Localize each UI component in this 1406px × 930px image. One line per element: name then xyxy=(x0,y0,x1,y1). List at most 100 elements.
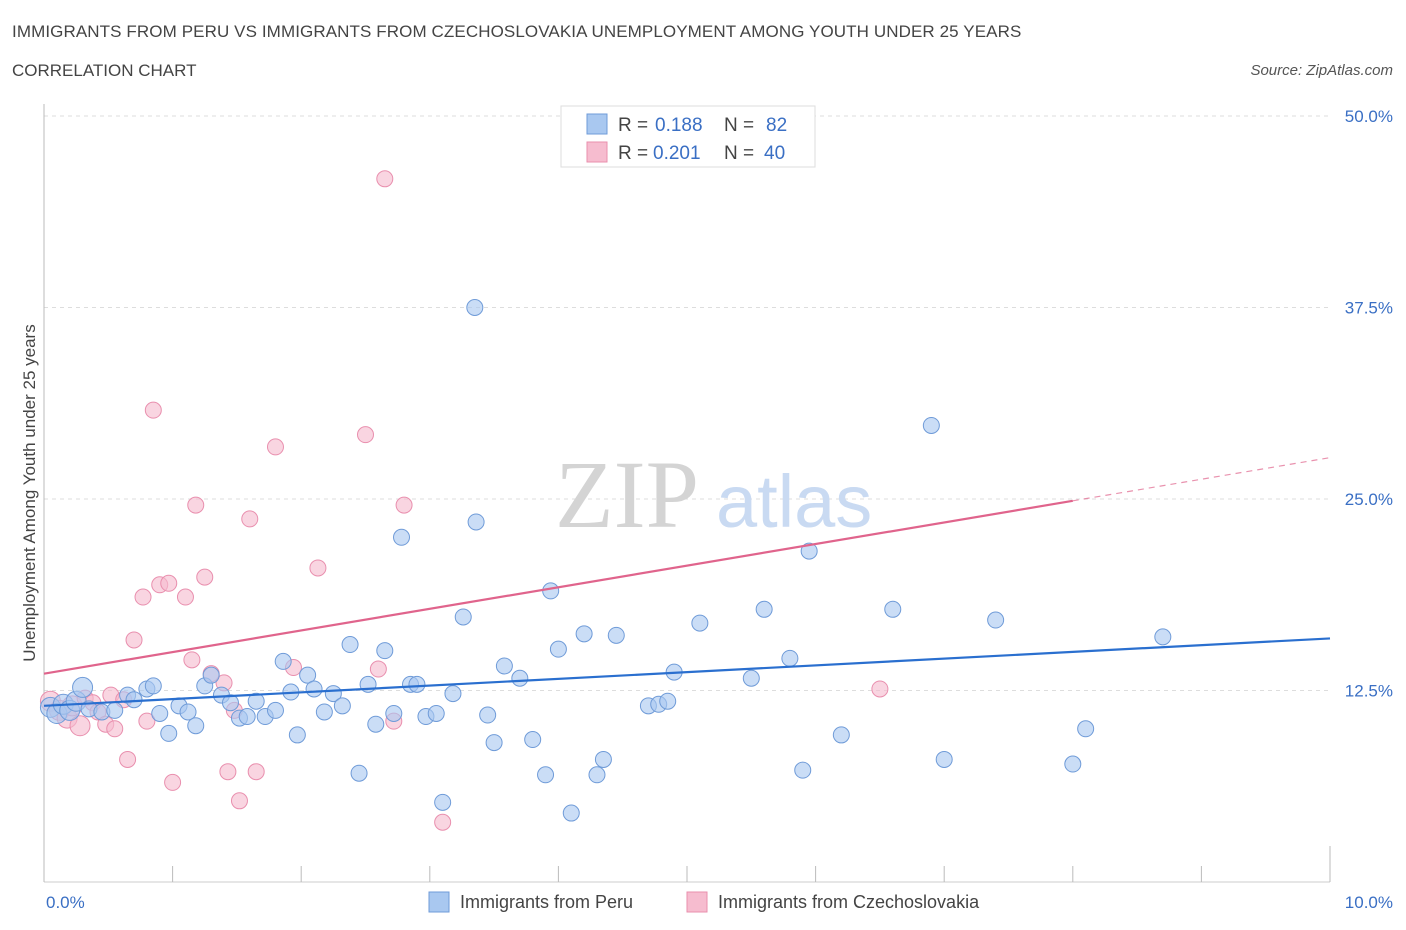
bottom-legend: Immigrants from Peru Immigrants from Cze… xyxy=(428,891,980,913)
series-peru-points xyxy=(39,299,1172,822)
peru-point-81 xyxy=(1154,628,1172,646)
peru-point-74 xyxy=(832,726,850,744)
bottom-legend-swatch-peru xyxy=(428,891,450,913)
peru-point-52 xyxy=(485,734,503,752)
watermark-zip: ZIP xyxy=(555,441,699,548)
peru-point-62 xyxy=(594,750,612,768)
czechoslovakia-point-40 xyxy=(871,680,889,698)
peru-point-34 xyxy=(333,697,351,715)
czechoslovakia-point-15 xyxy=(138,712,156,730)
peru-point-73 xyxy=(800,542,818,560)
czechoslovakia-point-10 xyxy=(106,720,124,738)
peru-point-48 xyxy=(454,608,472,626)
peru-point-69 xyxy=(742,669,760,687)
bottom-legend-swatch-czechoslovakia xyxy=(686,891,708,913)
peru-point-14 xyxy=(160,724,178,742)
czechoslovakia-point-21 xyxy=(183,651,201,669)
legend-r-label-czechoslovakia: R = xyxy=(618,143,648,164)
peru-point-78 xyxy=(987,611,1005,629)
czechoslovakia-point-22 xyxy=(187,496,205,514)
y-tick-labels: 12.5% 25.0% 37.5% 50.0% xyxy=(1345,107,1393,701)
peru-point-19 xyxy=(202,666,220,684)
peru-point-53 xyxy=(495,657,513,675)
peru-point-54 xyxy=(511,669,529,687)
y-tick-label-1: 25.0% xyxy=(1345,490,1393,509)
peru-point-43 xyxy=(408,675,426,693)
legend-n-value-peru: 82 xyxy=(766,115,787,136)
bottom-legend-label-peru: Immigrants from Peru xyxy=(460,892,633,912)
peru-point-27 xyxy=(274,652,292,670)
peru-point-55 xyxy=(524,731,542,749)
czechoslovakia-point-19 xyxy=(164,773,182,791)
peru-point-12 xyxy=(144,677,162,695)
y-tick-label-3: 50.0% xyxy=(1345,107,1393,126)
peru-point-38 xyxy=(367,715,385,733)
czechoslovakia-point-30 xyxy=(247,763,265,781)
peru-point-75 xyxy=(884,600,902,618)
peru-point-35 xyxy=(341,636,359,654)
x-tick-label-min: 0.0% xyxy=(46,893,85,912)
czechoslovakia-point-39 xyxy=(434,813,452,831)
czechoslovakia-point-28 xyxy=(230,792,248,810)
peru-point-70 xyxy=(755,600,773,618)
x-tick-label-max: 10.0% xyxy=(1345,893,1393,912)
peru-point-61 xyxy=(588,766,606,784)
peru-point-50 xyxy=(467,513,485,531)
grid-lines xyxy=(44,115,1330,691)
bottom-legend-label-czechoslovakia: Immigrants from Czechoslovakia xyxy=(718,892,980,912)
peru-point-30 xyxy=(299,666,317,684)
peru-point-32 xyxy=(315,703,333,721)
legend-n-value-czechoslovakia: 40 xyxy=(764,143,785,164)
czechoslovakia-point-31 xyxy=(266,438,284,456)
peru-point-58 xyxy=(549,640,567,658)
peru-point-41 xyxy=(393,528,411,546)
peru-point-60 xyxy=(575,625,593,643)
peru-point-8 xyxy=(106,701,124,719)
peru-point-56 xyxy=(537,766,555,784)
peru-point-46 xyxy=(434,793,452,811)
peru-point-26 xyxy=(266,701,284,719)
y-tick-label-2: 37.5% xyxy=(1345,299,1393,318)
legend-swatch-czechoslovakia xyxy=(586,141,608,163)
trend-lines xyxy=(43,457,1331,707)
peru-point-76 xyxy=(922,416,940,434)
legend-r-value-peru: 0.188 xyxy=(655,115,703,136)
czechoslovakia-point-4 xyxy=(69,715,91,737)
peru-point-51 xyxy=(479,706,497,724)
legend-r-label-peru: R = xyxy=(618,115,648,136)
peru-point-57 xyxy=(542,582,560,600)
peru-point-63 xyxy=(607,626,625,644)
czechoslovakia-point-16 xyxy=(144,401,162,419)
legend-n-label-czechoslovakia: N = xyxy=(724,143,754,164)
peru-point-31 xyxy=(305,680,323,698)
peru-point-45 xyxy=(427,704,445,722)
peru-point-5 xyxy=(72,676,94,698)
peru-point-77 xyxy=(935,750,953,768)
peru-point-80 xyxy=(1077,720,1095,738)
czechoslovakia-point-20 xyxy=(176,588,194,606)
peru-point-47 xyxy=(444,685,462,703)
czechoslovakia-point-18 xyxy=(160,574,178,592)
czechoslovakia-point-36 xyxy=(376,170,394,188)
peru-point-39 xyxy=(376,642,394,660)
trend-line-peru xyxy=(43,637,1331,707)
czechoslovakia-point-33 xyxy=(309,559,327,577)
source-label: Source: ZipAtlas.com xyxy=(1250,62,1393,79)
peru-point-16 xyxy=(179,703,197,721)
czechoslovakia-point-26 xyxy=(219,763,237,781)
peru-point-71 xyxy=(781,649,799,667)
peru-point-21 xyxy=(221,694,239,712)
legend-r-value-czechoslovakia: 0.201 xyxy=(653,143,701,164)
peru-point-36 xyxy=(350,764,368,782)
legend-box: R = 0.188 N = 82 R = 0.201 N = 40 xyxy=(560,105,816,168)
peru-point-23 xyxy=(238,708,256,726)
czechoslovakia-point-23 xyxy=(196,568,214,586)
watermark-atlas: atlas xyxy=(716,460,872,543)
peru-point-49 xyxy=(466,299,484,316)
x-tick-marks xyxy=(43,846,1331,882)
czechoslovakia-point-34 xyxy=(357,426,374,444)
y-tick-label-0: 12.5% xyxy=(1345,682,1393,701)
peru-point-66 xyxy=(659,692,677,710)
peru-point-29 xyxy=(288,726,306,744)
